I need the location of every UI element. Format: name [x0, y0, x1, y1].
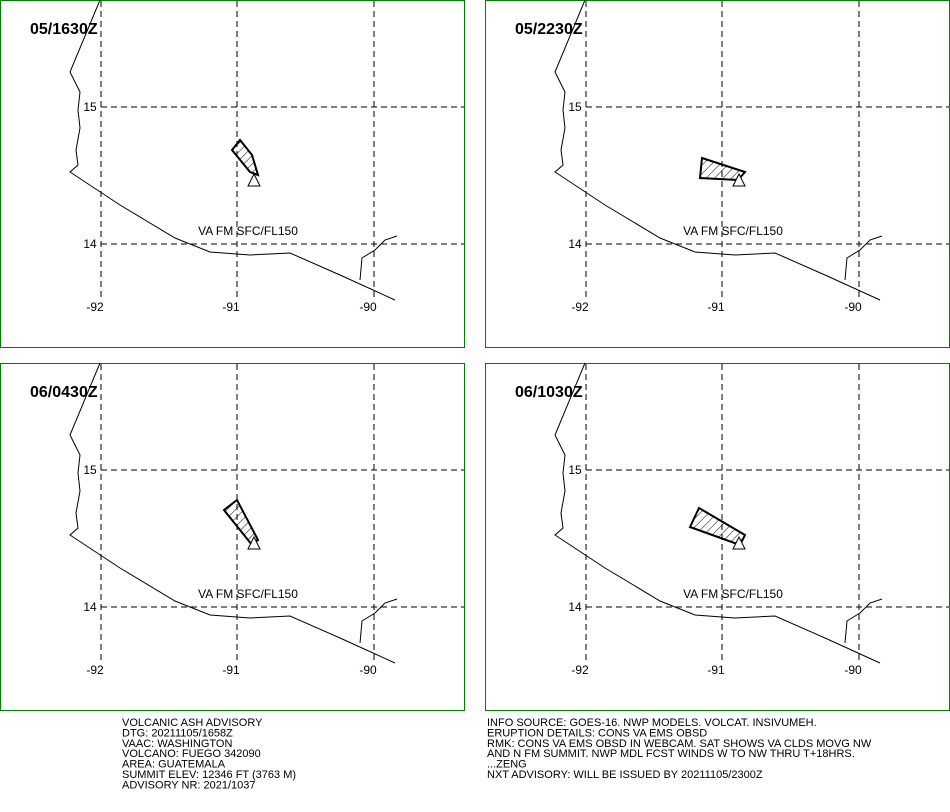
coastline	[554, 0, 881, 301]
coastline	[554, 362, 881, 664]
panel-border	[0, 363, 465, 711]
lon-label: -90	[359, 663, 377, 677]
lat-label: 14	[83, 237, 97, 251]
lat-label: 14	[568, 237, 582, 251]
panel-time: 06/0430Z	[30, 384, 98, 401]
lat-label: 15	[568, 463, 582, 477]
ash-level-label: VA FM SFC/FL150	[198, 224, 298, 238]
panel-border	[0, 0, 465, 348]
advisory-line: ...ZENG	[487, 759, 527, 771]
volcano-marker	[732, 172, 746, 187]
advisory-line: INFO SOURCE: GOES-16. NWP MODELS. VOLCAT…	[487, 717, 817, 729]
lon-label: -92	[86, 663, 104, 677]
advisory-line: AREA: GUATEMALA	[122, 759, 226, 771]
lat-label: 14	[568, 600, 582, 614]
ash-level-label: VA FM SFC/FL150	[198, 587, 298, 601]
map-panel: 05/2230Z VA FM SFC/FL150 15 14 -92 -91 -90	[485, 0, 950, 348]
advisory-line: RMK: CONS VA EMS OBSD IN WEBCAM. SAT SHO…	[487, 738, 872, 750]
lat-label: 15	[568, 100, 582, 114]
lon-label: -92	[571, 663, 589, 677]
map-panel: 06/0430Z VA FM SFC/FL150 15 14 -92 -91 -90	[0, 362, 465, 711]
coastline	[69, 0, 396, 301]
ash-level-label: VA FM SFC/FL150	[683, 587, 783, 601]
ash-cloud	[230, 138, 260, 177]
panel-time: 06/1030Z	[515, 384, 583, 401]
map-panel: 06/1030Z VA FM SFC/FL150 15 14 -92 -91 -90	[485, 362, 950, 711]
lat-label: 14	[83, 600, 97, 614]
advisory-line: DTG: 20211105/1658Z	[122, 727, 233, 739]
lon-label: -92	[86, 300, 104, 314]
border-line	[844, 598, 883, 644]
advisory-line: NXT ADVISORY: WILL BE ISSUED BY 20211105…	[487, 769, 763, 781]
advisory-line: VAAC: WASHINGTON	[122, 738, 232, 750]
advisory-line: VOLCANO: FUEGO 342090	[122, 748, 261, 760]
lon-label: -90	[359, 300, 377, 314]
advisory-line: ERUPTION DETAILS: CONS VA EMS OBSD	[487, 727, 707, 739]
volcano-marker	[247, 535, 261, 550]
panel-time: 05/2230Z	[515, 21, 583, 38]
lon-label: -91	[222, 300, 240, 314]
border-line	[359, 235, 398, 281]
lat-label: 15	[83, 100, 97, 114]
lat-label: 15	[83, 463, 97, 477]
lon-label: -91	[707, 663, 725, 677]
advisory-line: SUMMIT ELEV: 12346 FT (3763 M)	[122, 769, 296, 781]
map-panel: 05/1630Z VA FM SFC/FL150 15 14 -92 -91 -90	[0, 0, 465, 348]
coastline	[69, 362, 396, 664]
volcano-marker	[732, 535, 746, 550]
ash-level-label: VA FM SFC/FL150	[683, 224, 783, 238]
lon-label: -92	[571, 300, 589, 314]
lon-label: -90	[844, 300, 862, 314]
advisory-line: VOLCANIC ASH ADVISORY	[122, 717, 263, 729]
advisory-line: ADVISORY NR: 2021/1037	[122, 779, 256, 791]
ash-cloud	[222, 498, 260, 547]
advisory-line: AND N FM SUMMIT. NWP MDL FCST WINDS W TO…	[487, 748, 855, 760]
border-line	[844, 235, 883, 281]
ash-cloud	[688, 506, 747, 547]
panel-time: 05/1630Z	[30, 21, 98, 38]
lon-label: -91	[707, 300, 725, 314]
volcano-marker	[247, 172, 261, 187]
lon-label: -91	[222, 663, 240, 677]
lon-label: -90	[844, 663, 862, 677]
border-line	[359, 598, 398, 644]
